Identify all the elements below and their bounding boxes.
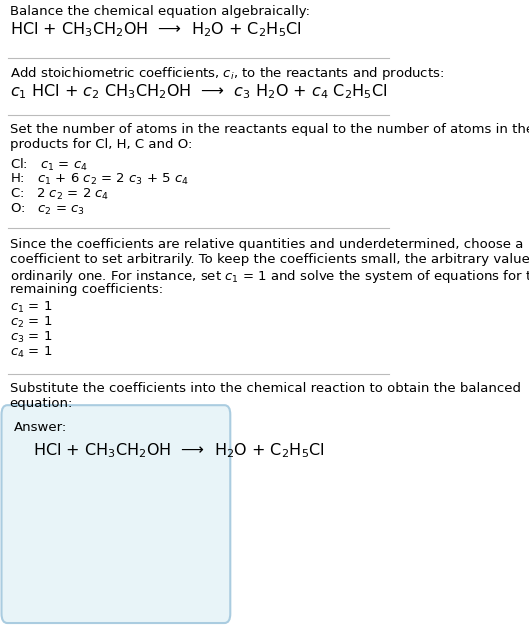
Text: Since the coefficients are relative quantities and underdetermined, choose a: Since the coefficients are relative quan… — [10, 238, 523, 251]
Text: O:   $c_2$ = $c_3$: O: $c_2$ = $c_3$ — [10, 201, 85, 216]
Text: ordinarily one. For instance, set $c_1$ = 1 and solve the system of equations fo: ordinarily one. For instance, set $c_1$ … — [10, 268, 529, 285]
FancyBboxPatch shape — [2, 405, 230, 623]
Text: remaining coefficients:: remaining coefficients: — [10, 283, 163, 296]
Text: Set the number of atoms in the reactants equal to the number of atoms in the: Set the number of atoms in the reactants… — [10, 123, 529, 136]
Text: HCl + CH$_3$CH$_2$OH  ⟶  H$_2$O + C$_2$H$_5$Cl: HCl + CH$_3$CH$_2$OH ⟶ H$_2$O + C$_2$H$_… — [10, 20, 302, 39]
Text: C:   2 $c_2$ = 2 $c_4$: C: 2 $c_2$ = 2 $c_4$ — [10, 187, 109, 202]
Text: coefficient to set arbitrarily. To keep the coefficients small, the arbitrary va: coefficient to set arbitrarily. To keep … — [10, 253, 529, 266]
Text: Add stoichiometric coefficients, $c_i$, to the reactants and products:: Add stoichiometric coefficients, $c_i$, … — [10, 65, 444, 82]
Text: Balance the chemical equation algebraically:: Balance the chemical equation algebraica… — [10, 6, 309, 18]
Text: Cl:   $c_1$ = $c_4$: Cl: $c_1$ = $c_4$ — [10, 157, 87, 173]
Text: HCl + CH$_3$CH$_2$OH  ⟶  H$_2$O + C$_2$H$_5$Cl: HCl + CH$_3$CH$_2$OH ⟶ H$_2$O + C$_2$H$_… — [33, 441, 325, 460]
Text: Substitute the coefficients into the chemical reaction to obtain the balanced: Substitute the coefficients into the che… — [10, 382, 521, 395]
Text: $c_2$ = 1: $c_2$ = 1 — [10, 315, 52, 330]
Text: equation:: equation: — [10, 397, 73, 409]
Text: $c_3$ = 1: $c_3$ = 1 — [10, 330, 52, 345]
Text: $c_1$ HCl + $c_2$ CH$_3$CH$_2$OH  ⟶  $c_3$ H$_2$O + $c_4$ C$_2$H$_5$Cl: $c_1$ HCl + $c_2$ CH$_3$CH$_2$OH ⟶ $c_3$… — [10, 82, 387, 101]
Text: H:   $c_1$ + 6 $c_2$ = 2 $c_3$ + 5 $c_4$: H: $c_1$ + 6 $c_2$ = 2 $c_3$ + 5 $c_4$ — [10, 172, 188, 187]
Text: $c_4$ = 1: $c_4$ = 1 — [10, 345, 52, 360]
Text: $c_1$ = 1: $c_1$ = 1 — [10, 300, 52, 315]
Text: products for Cl, H, C and O:: products for Cl, H, C and O: — [10, 138, 192, 150]
Text: Answer:: Answer: — [14, 421, 67, 433]
